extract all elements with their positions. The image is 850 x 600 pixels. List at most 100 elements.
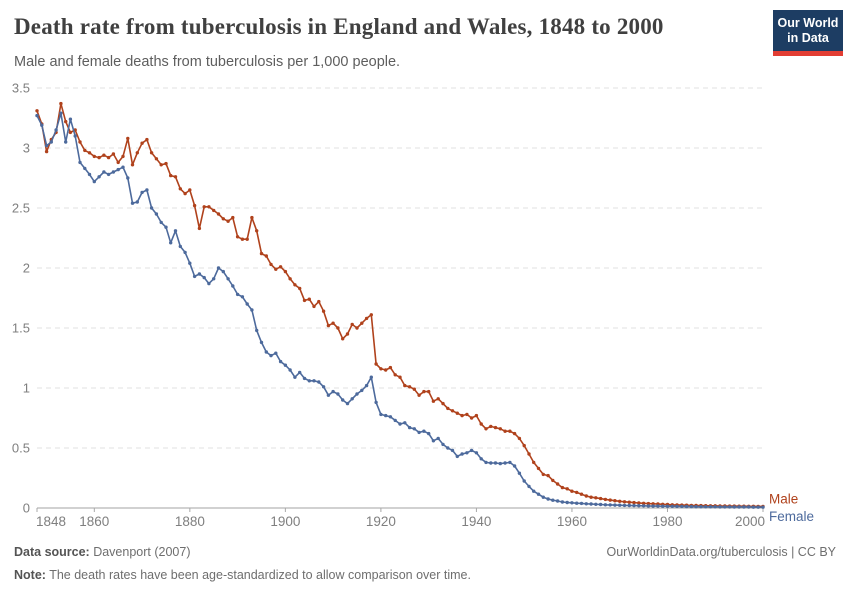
data-point-female: [575, 501, 579, 505]
data-point-male: [603, 497, 608, 502]
data-point-female: [603, 503, 608, 507]
data-point-female: [250, 308, 254, 312]
data-point-female: [317, 380, 321, 384]
data-point-male: [579, 492, 584, 496]
data-point-female: [336, 392, 340, 396]
data-source-value: Davenport (2007): [89, 545, 191, 559]
data-point-female: [135, 200, 139, 204]
data-point-male: [522, 443, 526, 448]
data-point-male: [460, 413, 464, 418]
data-point-female: [403, 421, 407, 425]
data-point-female: [732, 505, 736, 509]
data-point-female: [68, 117, 73, 121]
data-point-male: [283, 269, 288, 274]
data-point-male: [364, 316, 369, 321]
data-point-male: [355, 326, 359, 330]
data-point-male: [188, 188, 192, 192]
data-point-male: [384, 368, 388, 372]
data-point-male: [441, 401, 445, 406]
data-point-female: [527, 484, 531, 489]
data-point-female: [684, 504, 689, 509]
data-point-female: [121, 165, 125, 169]
data-point-male: [536, 466, 541, 471]
data-point-female: [35, 113, 39, 118]
data-point-male: [202, 205, 206, 209]
data-point-male: [278, 265, 283, 269]
data-point-female: [240, 295, 245, 299]
data-point-male: [594, 496, 598, 500]
data-point-male: [245, 237, 249, 241]
data-point-male: [154, 157, 159, 161]
data-point-female: [565, 500, 569, 505]
data-point-male: [298, 286, 302, 291]
data-point-female: [384, 413, 388, 418]
data-point-female: [78, 160, 82, 165]
data-point-male: [493, 425, 498, 430]
data-point-male: [469, 416, 474, 420]
data-point-female: [345, 401, 350, 406]
data-point-female: [412, 427, 416, 431]
data-point-male: [412, 387, 416, 391]
data-point-male: [446, 406, 450, 411]
data-point-female: [293, 375, 297, 379]
data-point-female: [355, 392, 359, 396]
data-point-female: [374, 400, 378, 405]
data-point-male: [173, 175, 178, 179]
data-point-female: [723, 505, 727, 509]
data-point-female: [63, 140, 68, 144]
x-axis-label: 1940: [461, 514, 491, 529]
data-point-male: [221, 217, 225, 221]
data-point-female: [269, 353, 273, 358]
data-point-male: [317, 299, 321, 304]
data-point-female: [517, 471, 522, 475]
data-point-female: [751, 505, 756, 509]
data-point-male: [192, 203, 197, 208]
data-point-female: [154, 212, 159, 216]
data-point-male: [627, 500, 631, 504]
data-point-female: [264, 350, 268, 354]
tuberculosis-line-chart: 0 0.5 1 1.5 2 2.5 3 3.5 1848 1860 1880 1900 1920 1940…: [12, 83, 814, 529]
data-point-male: [145, 137, 149, 142]
data-point-male: [641, 501, 646, 505]
data-point-male: [350, 322, 354, 327]
data-point-male: [78, 140, 82, 144]
data-point-male: [422, 389, 426, 394]
data-point-female: [637, 504, 641, 508]
data-point-female: [102, 170, 106, 174]
data-point-male: [293, 283, 297, 287]
data-point-male: [216, 212, 221, 216]
data-point-female: [106, 172, 111, 177]
data-point-male: [240, 237, 245, 241]
data-point-male: [646, 501, 651, 506]
data-point-female: [761, 505, 765, 509]
y-axis-label: 3: [23, 141, 30, 156]
data-point-male: [508, 429, 512, 433]
data-point-female: [498, 461, 502, 466]
data-point-female: [278, 359, 283, 364]
data-point-male: [259, 251, 264, 256]
data-source: Data source: Davenport (2007): [14, 545, 191, 559]
data-point-female: [59, 111, 63, 115]
data-point-female: [479, 457, 483, 461]
owid-logo[interactable]: Our World in Data: [773, 10, 843, 56]
data-point-female: [546, 497, 550, 501]
data-point-female: [398, 422, 402, 426]
owid-url-link[interactable]: OurWorldinData.org/tuberculosis | CC BY: [606, 545, 837, 559]
note-label: Note:: [14, 568, 46, 582]
data-point-male: [111, 152, 116, 156]
data-point-female: [221, 269, 225, 274]
owid-logo-line1: Our World: [777, 16, 839, 30]
y-axis-label: 1: [23, 381, 30, 396]
data-point-female: [288, 368, 292, 372]
data-point-male: [159, 163, 163, 167]
data-point-male: [169, 173, 173, 178]
data-point-male: [235, 235, 240, 239]
data-point-female: [192, 274, 197, 279]
data-point-female: [713, 505, 717, 509]
data-point-female: [589, 502, 593, 506]
data-point-female: [670, 504, 674, 508]
data-point-male: [312, 304, 316, 309]
data-point-female: [708, 505, 713, 509]
data-point-female: [326, 393, 331, 397]
